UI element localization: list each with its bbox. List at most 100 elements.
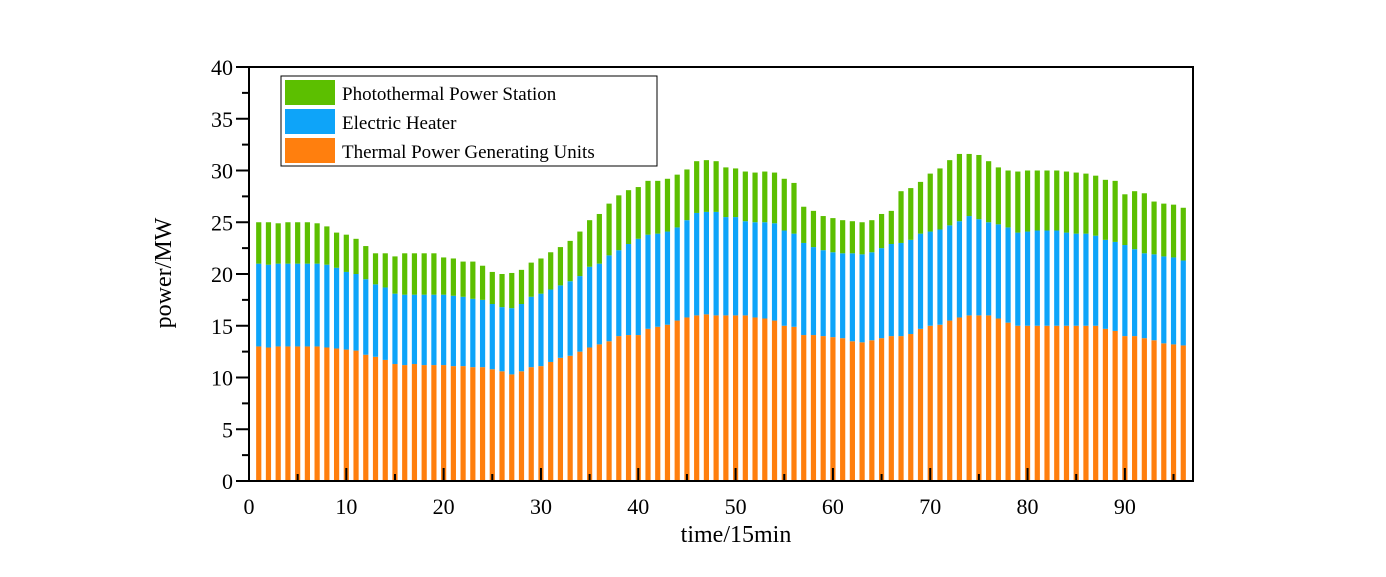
bar-thermal-units-43 [664,324,671,481]
bar-electric-heater-77 [995,224,1001,319]
bar-electric-heater-2 [265,264,272,348]
bar-thermal-units-15 [392,364,398,481]
bar-electric-heater-50 [733,217,739,316]
bar-thermal-units-87 [1093,325,1099,481]
bar-photothermal-48 [713,161,719,212]
x-tick-label-20: 20 [433,494,455,519]
bar-thermal-units-63 [859,342,865,481]
bar-electric-heater-28 [518,304,525,372]
bar-thermal-units-18 [421,365,427,481]
bar-photothermal-53 [762,171,768,223]
bar-photothermal-41 [645,180,651,235]
bar-photothermal-26 [499,274,505,308]
bar-electric-heater-45 [684,220,690,318]
bar-electric-heater-46 [694,212,700,316]
legend-label-photothermal: Photothermal Power Station [342,84,557,105]
bar-thermal-units-37 [606,341,612,481]
bar-photothermal-3 [275,223,281,264]
y-axis-title: power/MW [151,217,177,328]
bar-thermal-units-62 [849,341,855,481]
bar-thermal-units-96 [1180,345,1186,481]
bar-photothermal-14 [382,253,388,288]
bar-electric-heater-92 [1141,253,1147,339]
bar-electric-heater-6 [304,263,310,347]
bar-electric-heater-71 [937,229,943,325]
bar-electric-heater-41 [645,234,651,329]
bar-electric-heater-5 [295,263,301,347]
bar-photothermal-58 [810,210,817,248]
bar-electric-heater-74 [966,216,972,316]
bar-photothermal-77 [995,167,1001,225]
bar-electric-heater-43 [664,231,671,325]
legend-swatch-electric-heater [285,109,335,134]
ticks-layer: 0 10 20 30 40 50 60 70 80 90 0 5 10 15 20 25 30 35 40 [211,55,1175,519]
y-tick-label-40: 40 [211,55,233,80]
bar-thermal-units-55 [781,325,787,481]
bar-photothermal-57 [801,206,807,243]
bar-photothermal-86 [1083,173,1089,234]
bar-photothermal-20 [441,257,447,295]
bar-thermal-units-81 [1034,325,1040,481]
bar-electric-heater-11 [353,274,359,351]
bar-photothermal-90 [1122,194,1128,246]
bar-thermal-units-67 [898,336,904,481]
bar-photothermal-43 [664,178,671,232]
bar-thermal-units-61 [840,338,846,481]
bar-photothermal-10 [343,234,349,272]
bar-photothermal-91 [1132,191,1138,250]
bar-thermal-units-64 [869,340,875,481]
bar-photothermal-73 [956,153,963,222]
bar-electric-heater-15 [392,293,398,365]
bar-electric-heater-89 [1112,241,1118,331]
bar-photothermal-9 [333,232,340,268]
bar-photothermal-44 [674,174,680,228]
bar-photothermal-85 [1073,172,1079,234]
bar-photothermal-60 [830,218,836,253]
bar-thermal-units-14 [382,359,388,481]
bar-electric-heater-38 [616,250,622,337]
bar-thermal-units-20 [441,365,447,481]
bar-thermal-units-7 [314,346,320,481]
bar-thermal-units-82 [1044,325,1050,481]
bar-electric-heater-32 [557,285,564,358]
bar-electric-heater-69 [917,233,924,329]
bar-photothermal-34 [577,231,583,277]
bar-photothermal-74 [966,153,972,217]
bar-photothermal-37 [606,203,612,256]
bar-electric-heater-57 [801,242,807,336]
legend-label-electric-heater: Electric Heater [342,113,457,134]
bar-electric-heater-30 [538,293,544,367]
bar-electric-heater-22 [460,296,466,367]
bar-thermal-units-92 [1141,338,1147,481]
bar-thermal-units-25 [489,369,495,481]
bar-electric-heater-54 [771,223,778,321]
y-tick-label-15: 15 [211,314,233,339]
bar-electric-heater-37 [606,255,612,342]
bar-photothermal-29 [528,262,534,297]
bar-thermal-units-26 [499,371,505,481]
bar-thermal-units-31 [548,361,554,481]
bar-electric-heater-90 [1122,245,1128,337]
bar-photothermal-50 [733,168,739,218]
bar-photothermal-38 [616,195,622,251]
bar-thermal-units-17 [411,364,418,481]
bar-photothermal-49 [723,167,729,218]
bar-electric-heater-80 [1024,231,1031,326]
bar-photothermal-1 [256,222,262,264]
bar-thermal-units-65 [878,338,885,481]
bar-thermal-units-12 [363,354,369,481]
bar-electric-heater-25 [489,304,495,370]
bar-electric-heater-84 [1063,232,1070,326]
bar-thermal-units-13 [372,356,379,481]
bar-photothermal-89 [1112,180,1118,242]
bar-thermal-units-89 [1112,330,1118,481]
bar-thermal-units-91 [1132,336,1138,481]
bar-electric-heater-67 [898,242,904,337]
x-tick-label-90: 90 [1114,494,1136,519]
bar-thermal-units-45 [684,317,690,481]
bar-thermal-units-5 [295,346,301,481]
bar-electric-heater-72 [947,225,953,321]
bar-thermal-units-79 [1015,325,1021,481]
bar-thermal-units-44 [674,320,680,481]
